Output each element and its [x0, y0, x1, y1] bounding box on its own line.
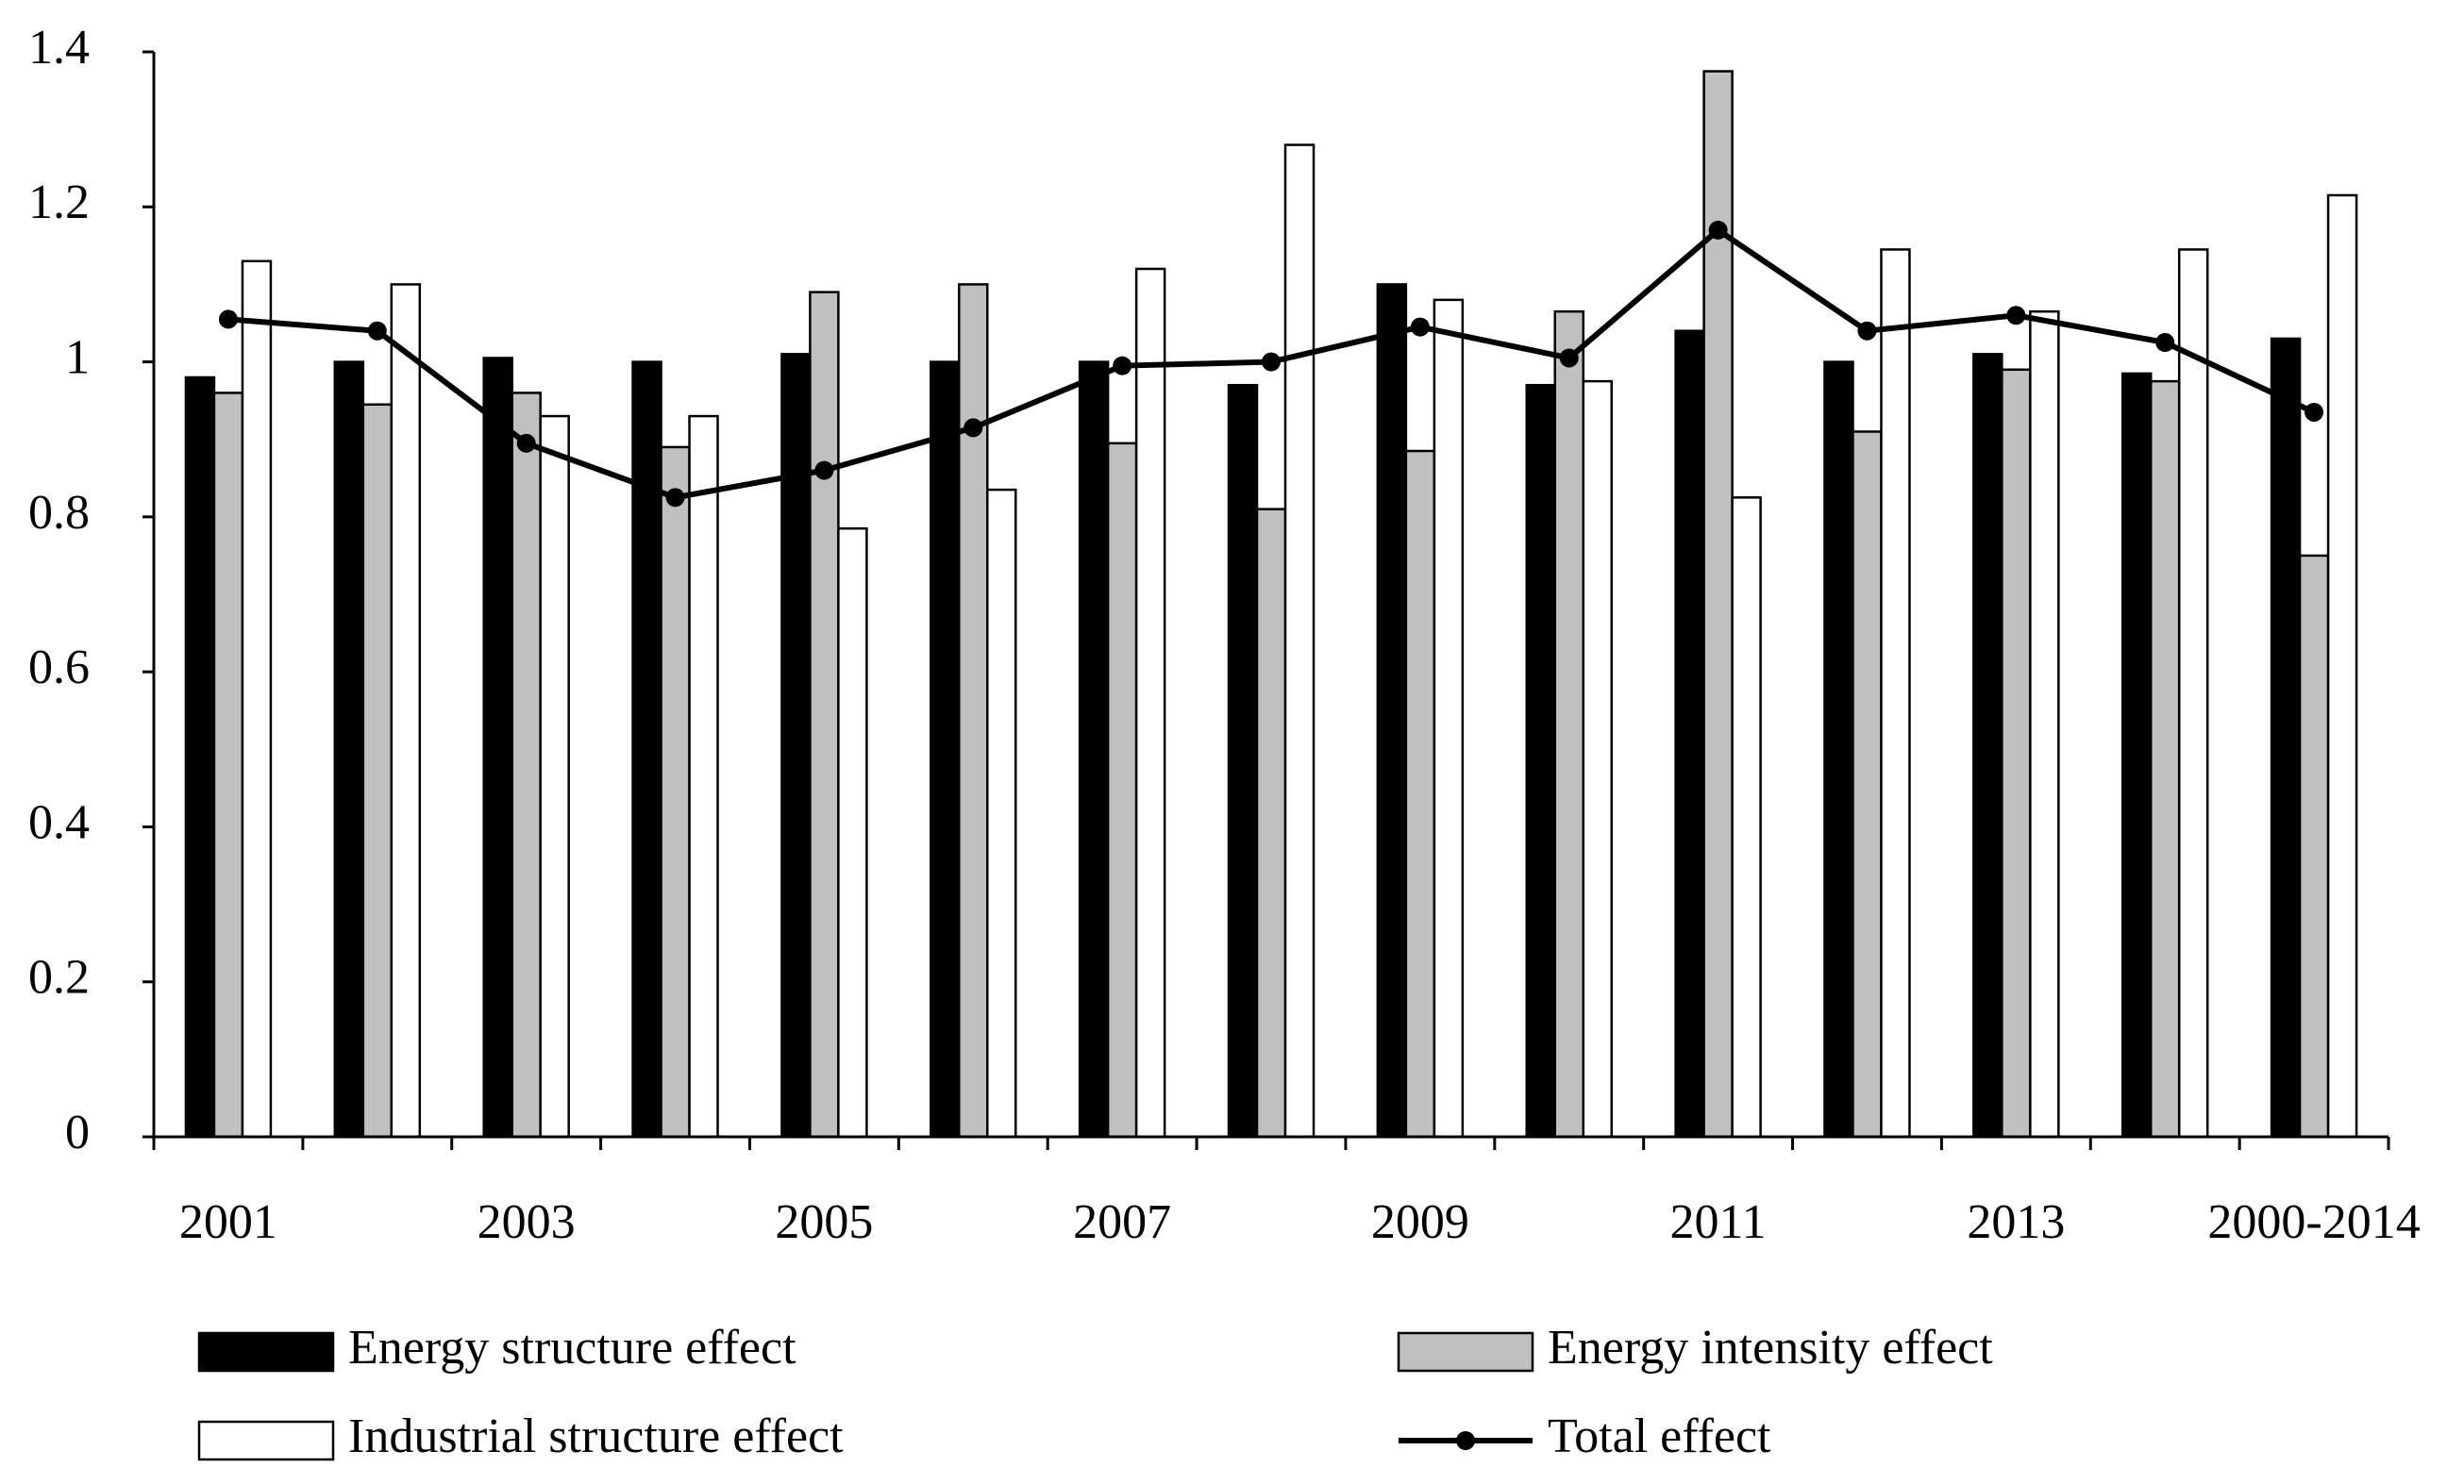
bar	[1255, 508, 1287, 1139]
x-tick-label: 2007	[1073, 1195, 1171, 1249]
bar	[539, 414, 570, 1139]
bar	[1376, 283, 1408, 1139]
bar	[184, 375, 216, 1139]
y-tick-label: 0	[65, 1106, 90, 1159]
bar	[212, 392, 244, 1139]
total-marker	[1410, 317, 1430, 337]
total-marker	[1857, 321, 1877, 341]
bar	[1674, 329, 1705, 1139]
bar	[1880, 248, 1911, 1139]
bar	[2120, 372, 2153, 1139]
legend-swatch	[197, 1331, 335, 1373]
bar	[1525, 383, 1556, 1139]
y-tick-label: 0.8	[28, 486, 90, 540]
bar	[2001, 368, 2032, 1139]
x-tick-label: 2011	[1670, 1195, 1767, 1249]
total-marker	[964, 418, 983, 438]
bar	[986, 488, 1017, 1139]
x-tick-label: 2001	[179, 1195, 277, 1249]
legend-label: Industrial structure effect	[348, 1409, 844, 1463]
total-marker	[665, 488, 685, 508]
bar	[1972, 353, 2003, 1139]
bar	[1702, 70, 1734, 1139]
y-tick-label: 1	[65, 331, 90, 385]
total-marker	[2155, 333, 2175, 353]
bar	[1852, 430, 1883, 1139]
bar	[1078, 360, 1110, 1139]
bar	[780, 353, 812, 1139]
total-marker	[1708, 220, 1728, 240]
total-marker	[2006, 306, 2026, 325]
bar	[1283, 143, 1316, 1139]
bar	[1823, 360, 1854, 1139]
legend-swatch	[197, 1420, 335, 1461]
bar	[837, 526, 868, 1139]
legend-swatch	[1397, 1331, 1534, 1373]
bar	[688, 414, 719, 1139]
x-tick-label: 2013	[1967, 1195, 2065, 1249]
legend-label: Energy intensity effect	[1548, 1321, 1993, 1375]
bar	[631, 360, 662, 1139]
bar	[1582, 379, 1613, 1139]
total-marker	[1559, 348, 1579, 368]
bar	[333, 360, 365, 1139]
total-marker	[218, 309, 238, 329]
bar	[660, 445, 691, 1139]
bar	[930, 360, 961, 1139]
total-marker	[2305, 402, 2324, 422]
bar	[2177, 248, 2209, 1139]
bar	[1404, 449, 1436, 1139]
y-tick-label: 0.2	[28, 951, 90, 1005]
x-tick-label: 2003	[478, 1195, 576, 1249]
bar	[1553, 309, 1584, 1139]
legend-label: Energy structure effect	[348, 1321, 796, 1375]
x-tick-label: 2005	[775, 1195, 873, 1249]
bar	[2326, 193, 2358, 1139]
total-marker	[1113, 356, 1132, 375]
bar	[361, 403, 394, 1139]
y-tick-label: 1.2	[28, 175, 90, 229]
bar	[2149, 379, 2181, 1139]
bar	[511, 392, 542, 1139]
legend-marker	[1456, 1431, 1475, 1450]
bar	[390, 283, 422, 1139]
bar	[241, 259, 273, 1139]
total-marker	[1262, 352, 1281, 372]
bar	[482, 357, 513, 1139]
bar	[2270, 337, 2302, 1139]
y-tick-label: 1.4	[28, 21, 90, 75]
bar	[1433, 298, 1465, 1139]
bar	[1106, 442, 1138, 1139]
bar	[809, 291, 840, 1139]
bar	[1134, 267, 1166, 1139]
total-marker	[814, 460, 834, 480]
x-tick-label: 2000-2014	[2207, 1195, 2420, 1249]
bar	[2298, 554, 2330, 1139]
y-tick-label: 0.4	[28, 795, 90, 849]
bar	[2029, 309, 2060, 1139]
total-marker	[516, 433, 536, 453]
bar	[1731, 496, 1762, 1139]
y-tick-label: 0.6	[28, 641, 90, 694]
total-marker	[367, 321, 387, 341]
legend-label: Total effect	[1548, 1409, 1771, 1463]
bar	[1227, 383, 1259, 1139]
bar	[958, 283, 989, 1139]
x-tick-label: 2009	[1371, 1195, 1469, 1249]
